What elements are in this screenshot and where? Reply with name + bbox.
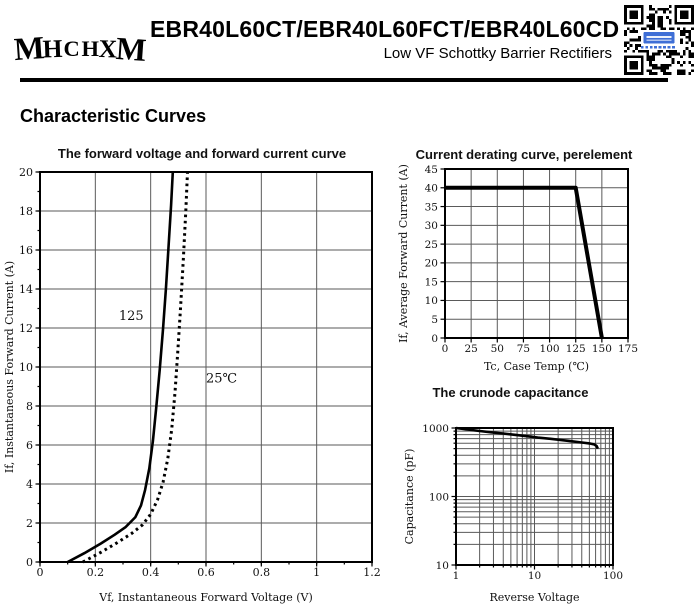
svg-text:50: 50 [491,343,504,355]
part-number-title: EBR40L60CT/EBR40L60FCT/EBR40L60CD [150,16,620,42]
svg-text:10: 10 [19,361,33,374]
svg-text:0: 0 [442,343,449,355]
section-title: Characteristic Curves [20,106,207,126]
svg-text:40: 40 [425,183,438,195]
qr-code [624,5,694,75]
svg-text:20: 20 [19,166,33,179]
svg-text:Vf, Instantaneous Forward Volt: Vf, Instantaneous Forward Voltage (V) [98,591,313,604]
forward-chart-title: The forward voltage and forward current … [57,146,347,161]
svg-text:0.2: 0.2 [87,566,105,579]
svg-text:H: H [42,34,63,64]
svg-text:10: 10 [425,295,438,307]
svg-text:1.2: 1.2 [363,566,381,579]
capacitance-chart-title: The crunode capacitance [432,385,589,400]
svg-text:2: 2 [26,517,33,530]
svg-text:Reverse Voltage: Reverse Voltage [489,591,579,604]
svg-text:0.6: 0.6 [197,566,215,579]
svg-text:8: 8 [26,400,33,413]
svg-text:5: 5 [431,314,438,326]
svg-text:75: 75 [517,343,530,355]
svg-text:30: 30 [425,220,438,232]
svg-text:H: H [82,36,100,61]
svg-text:C: C [64,36,80,61]
svg-text:M: M [14,29,46,67]
svg-text:125: 125 [566,343,586,355]
svg-text:12: 12 [19,322,33,335]
current-derating-chart: 0 25 50 75 100 125 150 175 0 5 10 15 20 25 30 35 40 45 Tc,… [398,164,638,373]
svg-text:25℃: 25℃ [206,372,237,387]
mhchxm-logo: MH C H XM [14,29,146,68]
svg-text:125: 125 [119,309,144,324]
svg-text:100: 100 [540,343,560,355]
svg-text:100: 100 [603,570,623,582]
svg-text:14: 14 [19,283,33,296]
series-derating [445,185,604,339]
svg-text:25: 25 [464,343,477,355]
svg-text:Capacitance (pF): Capacitance (pF) [403,449,416,545]
svg-text:10: 10 [436,560,449,572]
svg-text:4: 4 [26,478,33,491]
svg-text:15: 15 [425,276,438,288]
svg-text:1: 1 [453,570,460,582]
svg-text:45: 45 [425,164,438,176]
svg-text:0: 0 [431,333,438,345]
svg-text:25: 25 [425,239,438,251]
svg-text:M: M [115,30,146,68]
svg-text:6: 6 [26,439,33,452]
svg-text:10: 10 [528,570,541,582]
svg-text:Tc, Case Temp (℃): Tc, Case Temp (℃) [484,360,589,373]
svg-text:100: 100 [429,491,449,503]
header-divider [20,78,668,82]
svg-text:16: 16 [19,244,33,257]
series-25 [82,171,189,564]
svg-text:18: 18 [19,205,33,218]
derating-chart-title: Current derating curve, perelement [415,147,633,162]
svg-text:150: 150 [592,343,612,355]
svg-text:175: 175 [618,343,638,355]
capacitance-chart: 1 10 100 10 100 1000 Reverse Voltage Capacitanc… [403,423,623,604]
svg-text:20: 20 [425,258,438,270]
svg-text:0.8: 0.8 [253,566,271,579]
svg-text:If, Average Forward Current (A: If, Average Forward Current (A) [398,164,410,343]
svg-text:0: 0 [26,556,33,569]
part-subtitle: Low VF Schottky Barrier Rectifiers [383,45,612,62]
svg-text:1000: 1000 [422,423,449,435]
svg-text:If, Instantaneous Forward Curr: If, Instantaneous Forward Current (A) [3,261,16,473]
series-capacitance [455,426,599,450]
svg-text:X: X [98,34,118,64]
svg-text:0: 0 [37,566,44,579]
svg-text:35: 35 [425,201,438,213]
svg-text:0.4: 0.4 [142,566,160,579]
forward-voltage-current-chart: 0 0.2 0.4 0.6 0.8 1 1.2 0 2 4 6 8 10 12 14 16 18 20 Vf, In… [3,166,381,604]
svg-text:1: 1 [313,566,320,579]
series-125 [67,171,175,564]
